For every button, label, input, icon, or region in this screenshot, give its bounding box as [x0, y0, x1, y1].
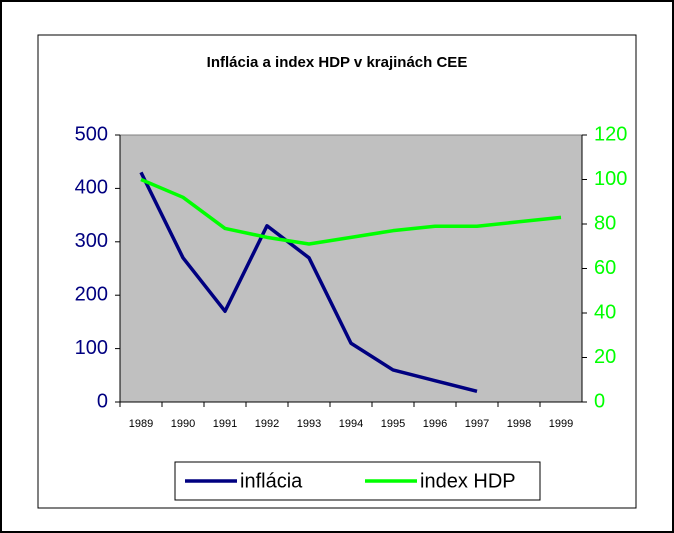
y2-tick-label: 80 [594, 212, 616, 234]
legend-box [174, 461, 541, 501]
x-tick-label: 1990 [171, 418, 195, 430]
y2-tick-label: 40 [594, 301, 616, 323]
y2-tick-label: 120 [594, 123, 627, 145]
y2-tick-label: 60 [594, 257, 616, 279]
legend-label: index HDP [420, 470, 516, 492]
x-tick-label: 1997 [465, 418, 489, 430]
y2-tick-label: 100 [594, 168, 627, 190]
y-tick-label: 200 [75, 283, 108, 305]
x-tick-label: 1992 [255, 418, 279, 430]
plot-background [119, 134, 583, 403]
y-tick-label: 100 [75, 337, 108, 359]
y2-tick-label: 20 [594, 346, 616, 368]
y2-tick-label: 0 [594, 390, 605, 412]
x-tick-label: 1998 [507, 418, 531, 430]
x-tick-label: 1991 [213, 418, 237, 430]
series-line [139, 171, 478, 394]
x-tick-label: 1996 [423, 418, 447, 430]
x-tick-label: 1994 [339, 418, 363, 430]
x-tick-label: 1993 [297, 418, 321, 430]
y-tick-label: 0 [97, 390, 108, 412]
series-line [140, 177, 562, 246]
y-tick-label: 300 [75, 230, 108, 252]
chart-title: Inflácia a index HDP v krajinách CEE [207, 54, 468, 71]
x-tick-label: 1999 [549, 418, 573, 430]
x-tick-label: 1995 [381, 418, 405, 430]
y-tick-label: 400 [75, 177, 108, 199]
x-tick-label: 1989 [129, 418, 153, 430]
y-tick-label: 500 [75, 123, 108, 145]
legend-label: inflácia [240, 470, 303, 492]
